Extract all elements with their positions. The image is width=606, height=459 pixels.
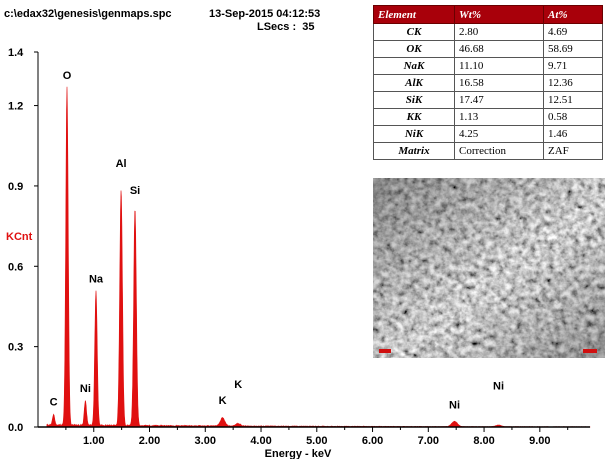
spectrum-trace: [46, 86, 591, 428]
x-tick-label: 5.00: [306, 435, 327, 447]
at-cell: 12.51: [543, 91, 603, 109]
spectrum-file-path: c:\edax32\genesis\genmaps.spc: [4, 8, 172, 20]
column-header-wt: Wt%: [454, 5, 544, 24]
peak-label: Ni: [80, 383, 91, 395]
wt-cell: 16.58: [454, 74, 544, 92]
at-cell: 12.36: [543, 74, 603, 92]
element-cell: KK: [373, 108, 455, 126]
x-tick-label: 6.00: [362, 435, 383, 447]
scale-marker: [583, 349, 597, 353]
table-header-row: Element Wt% At%: [373, 5, 603, 24]
at-cell: 1.46: [543, 125, 603, 143]
element-cell: Matrix: [373, 142, 455, 160]
wt-cell: 2.80: [454, 23, 544, 41]
x-tick-label: 1.00: [83, 435, 104, 447]
element-cell: NaK: [373, 57, 455, 75]
peak-label: Ni: [449, 399, 460, 411]
table-row: OK 46.68 58.69: [373, 40, 603, 58]
peak-label: K: [219, 395, 227, 407]
y-tick-label: 0.9: [8, 181, 23, 193]
x-tick-label: 3.00: [195, 435, 216, 447]
quantification-table: Element Wt% At% CK 2.80 4.69 OK 46.68 58…: [373, 5, 603, 160]
wt-cell: Correction: [454, 142, 544, 160]
y-tick-label: 0.0: [8, 422, 23, 434]
peak-label: C: [50, 397, 58, 409]
table-row: SiK 17.47 12.51: [373, 91, 603, 109]
peak-label: Na: [89, 273, 104, 285]
at-cell: 0.58: [543, 108, 603, 126]
y-tick-label: 0.6: [8, 261, 23, 273]
peak-label: Al: [116, 158, 127, 170]
scale-marker: [379, 349, 391, 353]
wt-cell: 1.13: [454, 108, 544, 126]
x-tick-label: 7.00: [418, 435, 439, 447]
wt-cell: 11.10: [454, 57, 544, 75]
peak-label: O: [63, 70, 72, 82]
x-tick-label: 8.00: [473, 435, 494, 447]
wt-cell: 4.25: [454, 125, 544, 143]
element-cell: NiK: [373, 125, 455, 143]
peak-label: Ni: [493, 381, 504, 393]
at-cell: 9.71: [543, 57, 603, 75]
y-tick-label: 1.4: [8, 47, 24, 59]
wt-cell: 17.47: [454, 91, 544, 109]
column-header-element: Element: [373, 5, 455, 24]
table-row: NiK 4.25 1.46: [373, 125, 603, 143]
peak-label: K: [234, 379, 242, 391]
x-tick-label: 9.00: [529, 435, 550, 447]
at-cell: 4.69: [543, 23, 603, 41]
element-cell: SiK: [373, 91, 455, 109]
at-cell: 58.69: [543, 40, 603, 58]
table-row: CK 2.80 4.69: [373, 23, 603, 41]
live-seconds: LSecs : 35: [257, 21, 315, 33]
y-axis-label: KCnt: [6, 231, 33, 243]
element-cell: AlK: [373, 74, 455, 92]
wt-cell: 46.68: [454, 40, 544, 58]
peak-label: Si: [130, 185, 140, 197]
x-tick-label: 2.00: [139, 435, 160, 447]
x-tick-label: 4.00: [250, 435, 271, 447]
acquisition-datetime: 13-Sep-2015 04:12:53: [209, 8, 321, 20]
sem-micrograph: [373, 178, 605, 358]
y-tick-label: 0.3: [8, 342, 23, 354]
element-cell: CK: [373, 23, 455, 41]
at-cell: ZAF: [543, 142, 603, 160]
column-header-at: At%: [543, 5, 603, 24]
table-row: NaK 11.10 9.71: [373, 57, 603, 75]
element-cell: OK: [373, 40, 455, 58]
table-row: AlK 16.58 12.36: [373, 74, 603, 92]
table-row: Matrix Correction ZAF: [373, 142, 603, 160]
y-tick-label: 1.2: [8, 101, 23, 113]
x-axis-label: Energy - keV: [265, 448, 332, 459]
table-row: KK 1.13 0.58: [373, 108, 603, 126]
